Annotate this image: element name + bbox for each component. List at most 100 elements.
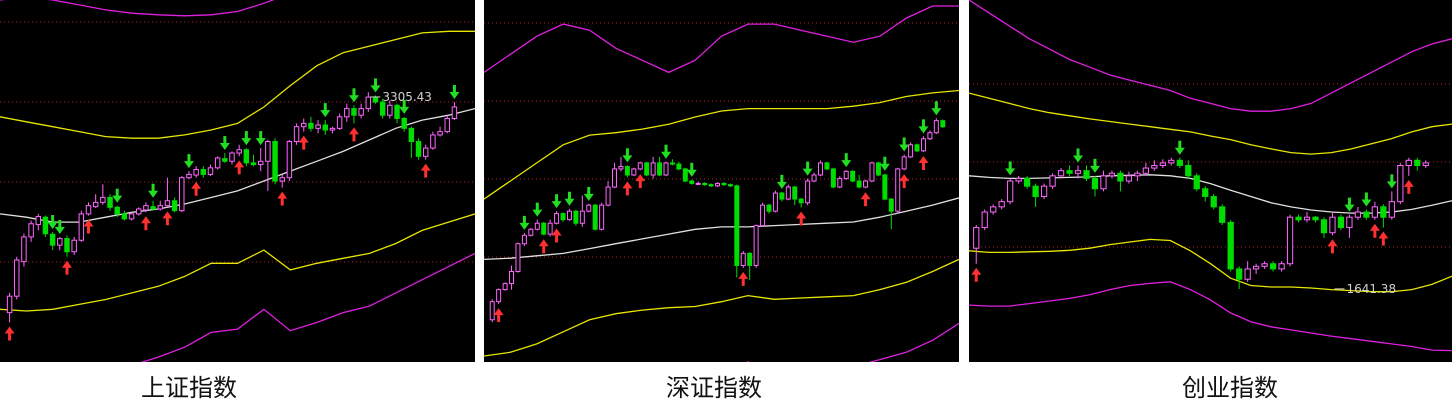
up-arrow-icon	[61, 260, 72, 275]
candle-body-down	[322, 124, 328, 131]
candle	[1371, 201, 1378, 220]
candle	[329, 126, 336, 134]
candle-body-down	[394, 104, 400, 119]
candle-body-up	[35, 216, 42, 225]
candle-body-down	[940, 120, 946, 128]
candle	[272, 138, 278, 185]
candle	[875, 161, 881, 177]
candle-body-down	[624, 166, 630, 176]
candle-body-up	[521, 234, 527, 245]
candle-body-up	[21, 236, 27, 263]
up-arrow-icon	[622, 181, 633, 196]
candle	[908, 142, 914, 159]
candle	[727, 183, 733, 188]
outer-lower-band-line	[746, 322, 959, 362]
candle	[21, 233, 27, 267]
candle	[702, 182, 708, 186]
candle	[121, 210, 128, 221]
candle-body-down	[747, 252, 753, 266]
candle-body-down	[888, 198, 894, 212]
candle-body-up	[329, 127, 336, 131]
candle-body-up	[650, 162, 656, 176]
candle	[358, 103, 364, 119]
candle-body-up	[1354, 211, 1362, 218]
candle	[1015, 175, 1022, 184]
candle	[1414, 157, 1421, 171]
candle-body-down	[592, 204, 598, 230]
candle-body-down	[42, 216, 49, 235]
up-arrow-icon	[918, 156, 929, 171]
down-arrow-icon	[583, 186, 594, 201]
candle-body-up	[843, 170, 849, 180]
candle-body-up	[71, 239, 77, 253]
candle	[222, 153, 228, 163]
candle	[1210, 193, 1217, 210]
candle-body-up	[554, 213, 560, 224]
inner-upper-band-line	[969, 92, 1452, 155]
chart-background	[969, 0, 1452, 362]
candle-body-down	[351, 108, 357, 116]
candle-body-down	[171, 200, 178, 212]
candle-body-up	[1168, 159, 1175, 164]
down-arrow-icon	[219, 136, 230, 151]
candle-body-up	[740, 252, 746, 266]
down-arrow-icon	[1386, 174, 1397, 189]
candle-body-up	[257, 160, 264, 166]
down-arrow-icon	[399, 99, 410, 114]
candle	[560, 212, 566, 223]
up-arrow-icon	[140, 216, 151, 231]
candle	[1066, 165, 1073, 176]
outer-upper-band-line	[0, 0, 275, 17]
candle	[344, 103, 350, 122]
candle	[136, 207, 142, 216]
candle-body-down	[689, 180, 695, 184]
candle-body-down	[766, 204, 772, 212]
candle	[336, 113, 343, 130]
down-arrow-icon	[370, 78, 381, 93]
candle-body-down	[702, 182, 708, 186]
candle	[1405, 157, 1412, 176]
candle-body-up	[1142, 167, 1149, 174]
candle-body-up	[1371, 206, 1378, 218]
candle	[695, 181, 701, 185]
candle-body-up	[1125, 175, 1133, 182]
candle	[981, 209, 988, 231]
up-arrow-icon	[538, 239, 549, 254]
candle-body-up	[1108, 172, 1116, 177]
candle-body-up	[1405, 159, 1412, 166]
candle	[547, 219, 553, 237]
down-arrow-icon	[1344, 197, 1355, 212]
down-arrow-icon	[899, 137, 910, 152]
candle	[1091, 175, 1099, 197]
candle	[1040, 183, 1048, 200]
candle-body-down	[1227, 221, 1234, 270]
candle	[863, 179, 869, 189]
candle	[401, 116, 407, 132]
candle-body-down	[708, 184, 714, 187]
candle-body-up	[1329, 216, 1336, 234]
candle-body-up	[990, 206, 997, 213]
candle-body-down	[676, 163, 682, 170]
candle-body-up	[534, 222, 540, 230]
candle	[1100, 170, 1107, 192]
candle	[49, 232, 56, 251]
candle	[57, 236, 63, 251]
candle	[351, 105, 357, 124]
caption-chinext: 创业指数	[1182, 374, 1278, 402]
candle	[1083, 165, 1090, 181]
candle-body-up	[229, 152, 235, 162]
candle	[257, 148, 264, 172]
candlestick-chart-chinext: 1641.38	[969, 0, 1452, 362]
down-arrow-icon	[918, 119, 929, 134]
candle-body-up	[586, 204, 592, 212]
candle	[214, 156, 221, 170]
down-arrow-icon	[532, 202, 543, 217]
candle	[1278, 261, 1285, 272]
candle-body-down	[779, 192, 785, 200]
candle	[747, 252, 753, 280]
inner-upper-band-line	[484, 89, 959, 200]
candle-body-up	[1074, 170, 1082, 174]
candle-body-up	[57, 238, 63, 246]
candle-body-up	[863, 180, 869, 188]
candle-body-up	[430, 134, 436, 149]
